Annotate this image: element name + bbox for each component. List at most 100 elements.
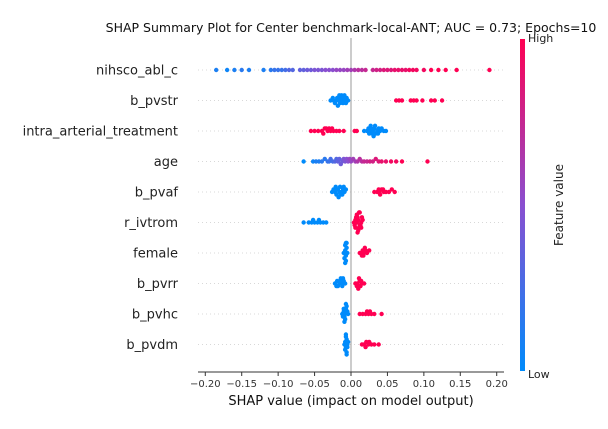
data-point [370,159,376,164]
data-point [377,67,383,73]
data-point [421,67,427,73]
data-point [388,159,394,164]
data-point [345,339,351,345]
data-point [322,156,327,162]
data-point [321,131,326,136]
feature-label: nihsco_abl_c [96,64,178,79]
colorbar-high-label: High [528,32,553,45]
data-point [356,210,362,215]
feature-label: b_pvstr [130,94,179,109]
data-point [341,67,346,73]
data-point [362,245,368,250]
data-point [443,67,448,73]
feature-label: b_pvaf [135,186,179,201]
data-point [329,126,335,131]
data-point [396,67,401,73]
data-point [330,67,335,73]
data-point [370,67,376,73]
data-point [301,159,306,164]
data-point [377,192,383,197]
data-point [340,192,345,197]
data-point [330,95,335,101]
data-point [383,128,389,134]
data-point [312,128,317,134]
data-point [352,67,357,73]
data-point [261,67,266,73]
data-point [324,220,329,225]
data-point [337,128,342,134]
data-point [367,339,372,345]
data-point [363,67,368,73]
data-point [316,217,322,223]
chart-title: SHAP Summary Plot for Center benchmark-l… [106,20,597,35]
data-point [344,352,349,357]
data-point [367,248,372,253]
data-point [239,67,244,73]
data-point [340,283,345,289]
data-point [367,309,373,314]
data-point [224,67,230,73]
colorbar-title: Feature value [552,164,566,246]
data-point [334,67,339,73]
data-point [414,67,419,73]
data-point [301,220,306,225]
data-point [436,67,441,73]
data-point [420,98,425,103]
data-point [432,98,437,103]
data-point [355,230,360,235]
data-point [363,344,368,350]
colorbar [520,39,525,371]
x-tick-label: −0.15 [226,379,257,390]
data-point [454,67,459,73]
x-tick-label: −0.05 [299,379,330,390]
data-point [337,184,343,189]
data-point [268,67,274,73]
data-point [399,67,405,73]
data-point [283,67,288,73]
data-point [359,225,364,230]
data-point [383,159,389,164]
data-point [323,67,328,73]
data-point [340,276,346,281]
data-point [392,189,397,195]
data-point [371,134,376,139]
data-point [345,309,350,314]
data-point [356,67,361,73]
data-point [335,283,341,289]
data-point [310,217,316,223]
data-point [343,240,349,246]
data-point [379,311,384,317]
data-point [389,187,394,192]
data-point [359,67,365,73]
data-point [214,67,219,73]
data-point [336,195,341,200]
data-point [375,131,381,136]
feature-label: female [133,247,178,262]
x-tick-label: −0.20 [190,379,221,390]
data-point [348,67,354,73]
data-point [372,342,377,347]
data-point [372,311,377,317]
data-point [342,93,347,98]
feature-label: b_pvrr [137,277,179,292]
data-point [359,278,364,284]
data-point [297,67,303,73]
data-point [342,260,348,266]
feature-labels: nihsco_abl_c b_pvstr intra_arterial_treatm… [23,64,179,354]
data-point [337,67,343,73]
data-point [316,67,321,73]
data-point [342,319,347,324]
data-point [392,67,397,73]
data-point [359,215,365,220]
data-point [332,100,338,106]
data-point [374,67,379,73]
data-point [286,67,292,73]
data-point [399,159,405,164]
x-tick-label: 0.10 [413,379,435,390]
data-point [290,67,295,73]
data-point [333,184,338,189]
data-point [319,159,325,164]
data-point [414,98,419,103]
data-point [232,67,237,73]
data-point [428,67,434,73]
